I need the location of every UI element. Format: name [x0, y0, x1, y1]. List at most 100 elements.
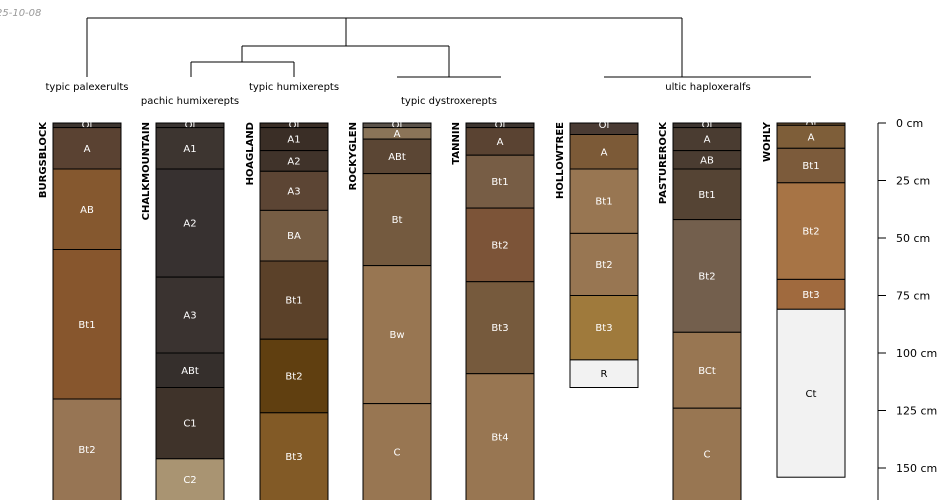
horizon-label: A2 [183, 219, 196, 230]
horizon-label: A1 [183, 144, 196, 155]
horizon-label: Bt3 [802, 290, 819, 301]
horizon-a [569, 134, 639, 170]
horizon-label: A [601, 147, 608, 158]
horizon-label: ABt [181, 366, 199, 377]
profile-hoagland: Oi A1 A2 A3 BA Bt1 Bt2 Bt3 HOAGLAND [245, 120, 329, 500]
horizon-label: AB [80, 205, 94, 216]
depth-axis: 0 cm 25 cm 50 cm 75 cm 100 cm 125 cm 150 cm [877, 117, 937, 500]
axis-tick-label: 0 cm [896, 117, 923, 130]
profile-wohly: OiABt1Bt2Bt3CtWOHLY [762, 120, 846, 478]
horizon-bt3 [776, 278, 846, 310]
horizon-label: Oi [82, 120, 93, 131]
horizon-label: Oi [702, 120, 713, 131]
horizon-a3 [259, 170, 329, 211]
axis-tick-label: 125 cm [896, 405, 937, 418]
horizon-label: A3 [287, 186, 300, 197]
horizon-label: A [394, 129, 401, 140]
profile-name: ROCKYGLEN [348, 122, 359, 190]
horizon-a2 [155, 168, 225, 278]
horizon-label: AB [700, 155, 714, 166]
horizon-label: Bt2 [802, 227, 819, 238]
horizon-bt [362, 173, 432, 267]
profile-name: WOHLY [762, 121, 773, 162]
horizon-bt2 [52, 398, 122, 500]
horizon-ba [259, 209, 329, 262]
horizon-label: Bt1 [78, 320, 95, 331]
horizon-bt2 [672, 219, 742, 333]
profile-name: HOAGLAND [245, 122, 256, 185]
horizon-bw [362, 265, 432, 405]
horizon-label: C [704, 450, 711, 461]
horizon-label: A [497, 137, 504, 148]
horizon-bt2 [465, 207, 535, 283]
horizon-bt4 [465, 373, 535, 500]
horizon-label: Bt3 [285, 452, 302, 463]
horizon-label: A [84, 144, 91, 155]
horizon-label: Oi [185, 120, 196, 131]
horizon-label: A [704, 135, 711, 146]
horizon-label: Bt1 [698, 190, 715, 201]
horizon-label: Ct [806, 389, 817, 400]
group-label: ultic haploxeralfs [665, 82, 750, 93]
horizon-label: Oi [495, 120, 506, 131]
profile-name: CHALKMOUNTAIN [141, 122, 152, 220]
horizon-c [362, 403, 432, 500]
horizon-label: Bt2 [491, 240, 508, 251]
horizon-label: BA [287, 231, 301, 242]
axis-tick-label: 75 cm [896, 290, 930, 303]
horizon-label: C2 [183, 475, 196, 486]
horizon-label: A [808, 132, 815, 143]
group-label: typic dystroxerepts [401, 96, 497, 107]
horizon-bt1 [672, 168, 742, 221]
horizon-label: R [601, 369, 608, 380]
horizon-label: A3 [183, 311, 196, 322]
horizon-a [52, 127, 122, 170]
axis-tick-label: 50 cm [896, 232, 930, 245]
horizon-label: Bt [392, 215, 403, 226]
profile-pasturerock: Oi A AB Bt1 Bt2 BCt C PASTUREROCK [658, 120, 742, 500]
horizon-label: Bt2 [285, 372, 302, 383]
profile-name: BURGSBLOCK [38, 121, 49, 198]
axis-tick-label: 100 cm [896, 347, 937, 360]
group-label: pachic humixerepts [141, 96, 239, 107]
horizon-r [569, 359, 639, 388]
horizon-label: BCt [698, 366, 716, 377]
horizon-label: A2 [287, 156, 300, 167]
horizon-label: Bt2 [595, 260, 612, 271]
profile-name: PASTUREROCK [658, 121, 669, 204]
horizon-label: A1 [287, 135, 300, 146]
date-label: 25-10-08 [0, 8, 42, 19]
horizon-bt2 [776, 182, 846, 280]
horizon-bt1 [52, 249, 122, 400]
horizon-label: Bw [389, 330, 404, 341]
axis-tick-label: 25 cm [896, 175, 930, 188]
group-label: typic humixerepts [249, 82, 339, 93]
horizon-bct [672, 331, 742, 409]
profile-chalkmountain: Oi A1 A2 A3 ABt C1 C2 CHALKMOUNTAIN [141, 120, 225, 500]
horizon-label: C [394, 447, 401, 458]
horizon-bt3 [465, 281, 535, 375]
horizon-c2 [155, 458, 225, 500]
horizon-abt [362, 138, 432, 175]
horizon-label: C1 [183, 419, 196, 430]
horizon-bt2 [569, 232, 639, 296]
horizon-bt1 [569, 168, 639, 234]
horizon-label: Bt2 [78, 445, 95, 456]
horizon-label: Bt1 [802, 161, 819, 172]
horizon-label: Oi [289, 120, 300, 131]
horizon-label: Bt4 [491, 432, 508, 443]
horizon-a1 [155, 127, 225, 170]
horizon-bt1 [259, 260, 329, 340]
horizon-label: Oi [392, 120, 403, 131]
horizon-a3 [155, 276, 225, 354]
dendrogram-labels: typic palexerults pachic humixerepts typic… [46, 82, 751, 107]
profile-hollowtree: Oi A Bt1 Bt2 Bt3 R HOLLOWTREE [555, 120, 639, 388]
horizon-c1 [155, 387, 225, 460]
profile-name: TANNIN [451, 122, 462, 165]
horizon-ct [776, 308, 846, 478]
horizon-label: ABt [388, 152, 406, 163]
horizon-label: Bt1 [285, 296, 302, 307]
dendrogram [86, 17, 811, 78]
